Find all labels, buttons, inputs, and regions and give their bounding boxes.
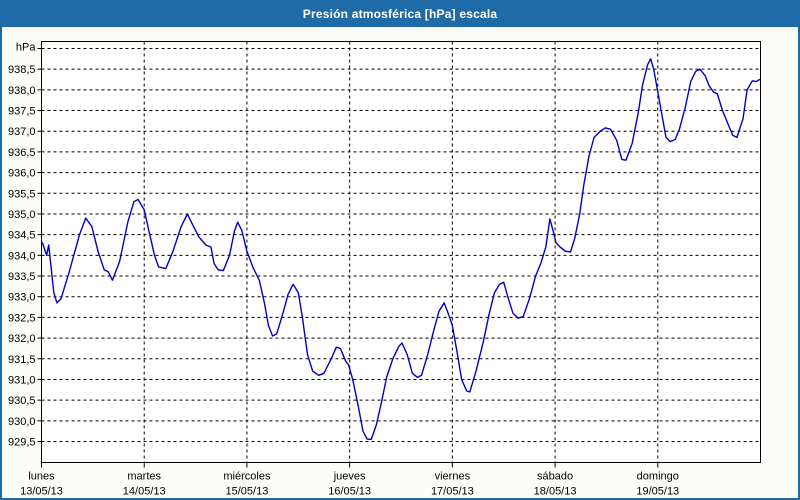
y-axis-label: 936,0 — [8, 168, 36, 180]
x-axis-day-name: martes — [127, 471, 161, 483]
y-axis-label: 931,0 — [8, 374, 36, 386]
x-axis-day-name: miércoles — [223, 471, 271, 483]
y-axis-label: 934,0 — [8, 250, 36, 262]
y-axis-label: 935,5 — [8, 188, 36, 200]
x-axis-day-date: 14/05/13 — [123, 486, 166, 498]
x-axis-day-date: 19/05/13 — [636, 486, 679, 498]
y-axis-label: 929,5 — [8, 437, 36, 449]
x-axis-day-date: 18/05/13 — [534, 486, 577, 498]
chart-title-bar: Presión atmosférica [hPa] escala — [2, 2, 798, 27]
x-axis-day-name: jueves — [333, 471, 366, 483]
chart-title: Presión atmosférica [hPa] escala — [302, 7, 498, 21]
y-axis-label: 932,5 — [8, 312, 36, 324]
y-axis-label: 931,5 — [8, 354, 36, 366]
x-axis-day-date: 16/05/13 — [328, 486, 371, 498]
y-axis-unit-label: hPa — [16, 42, 36, 54]
x-axis-day-name: viernes — [435, 471, 471, 483]
x-axis-day-date: 17/05/13 — [431, 486, 474, 498]
x-axis-day-date: 13/05/13 — [20, 486, 63, 498]
y-axis-label: 933,0 — [8, 292, 36, 304]
y-axis-label: 934,5 — [8, 230, 36, 242]
y-axis-label: 937,0 — [8, 126, 36, 138]
y-axis-label: 930,0 — [8, 416, 36, 428]
y-axis-label: 936,5 — [8, 147, 36, 159]
pressure-series-line — [41, 58, 761, 441]
y-axis-label: 938,5 — [8, 64, 36, 76]
y-axis-label: 938,0 — [8, 85, 36, 97]
y-axis-label: 937,5 — [8, 106, 36, 118]
x-axis-day-name: sábado — [537, 471, 573, 483]
plot-background — [41, 41, 761, 463]
x-axis-day-name: lunes — [28, 471, 55, 483]
x-axis-day-date: 15/05/13 — [226, 486, 269, 498]
y-axis-label: 932,0 — [8, 333, 36, 345]
plot-frame — [41, 41, 761, 463]
x-axis-day-name: domingo — [637, 471, 679, 483]
y-axis-label: 933,5 — [8, 271, 36, 283]
y-axis-label: 935,0 — [8, 209, 36, 221]
chart-area: 929,5 930,0 930,5 931,0 931,5 932,0 932,5 933,0… — [2, 27, 798, 498]
pressure-line-chart: 929,5 930,0 930,5 931,0 931,5 932,0 932,5 933,0… — [8, 41, 761, 498]
y-axis-label: 930,5 — [8, 395, 36, 407]
